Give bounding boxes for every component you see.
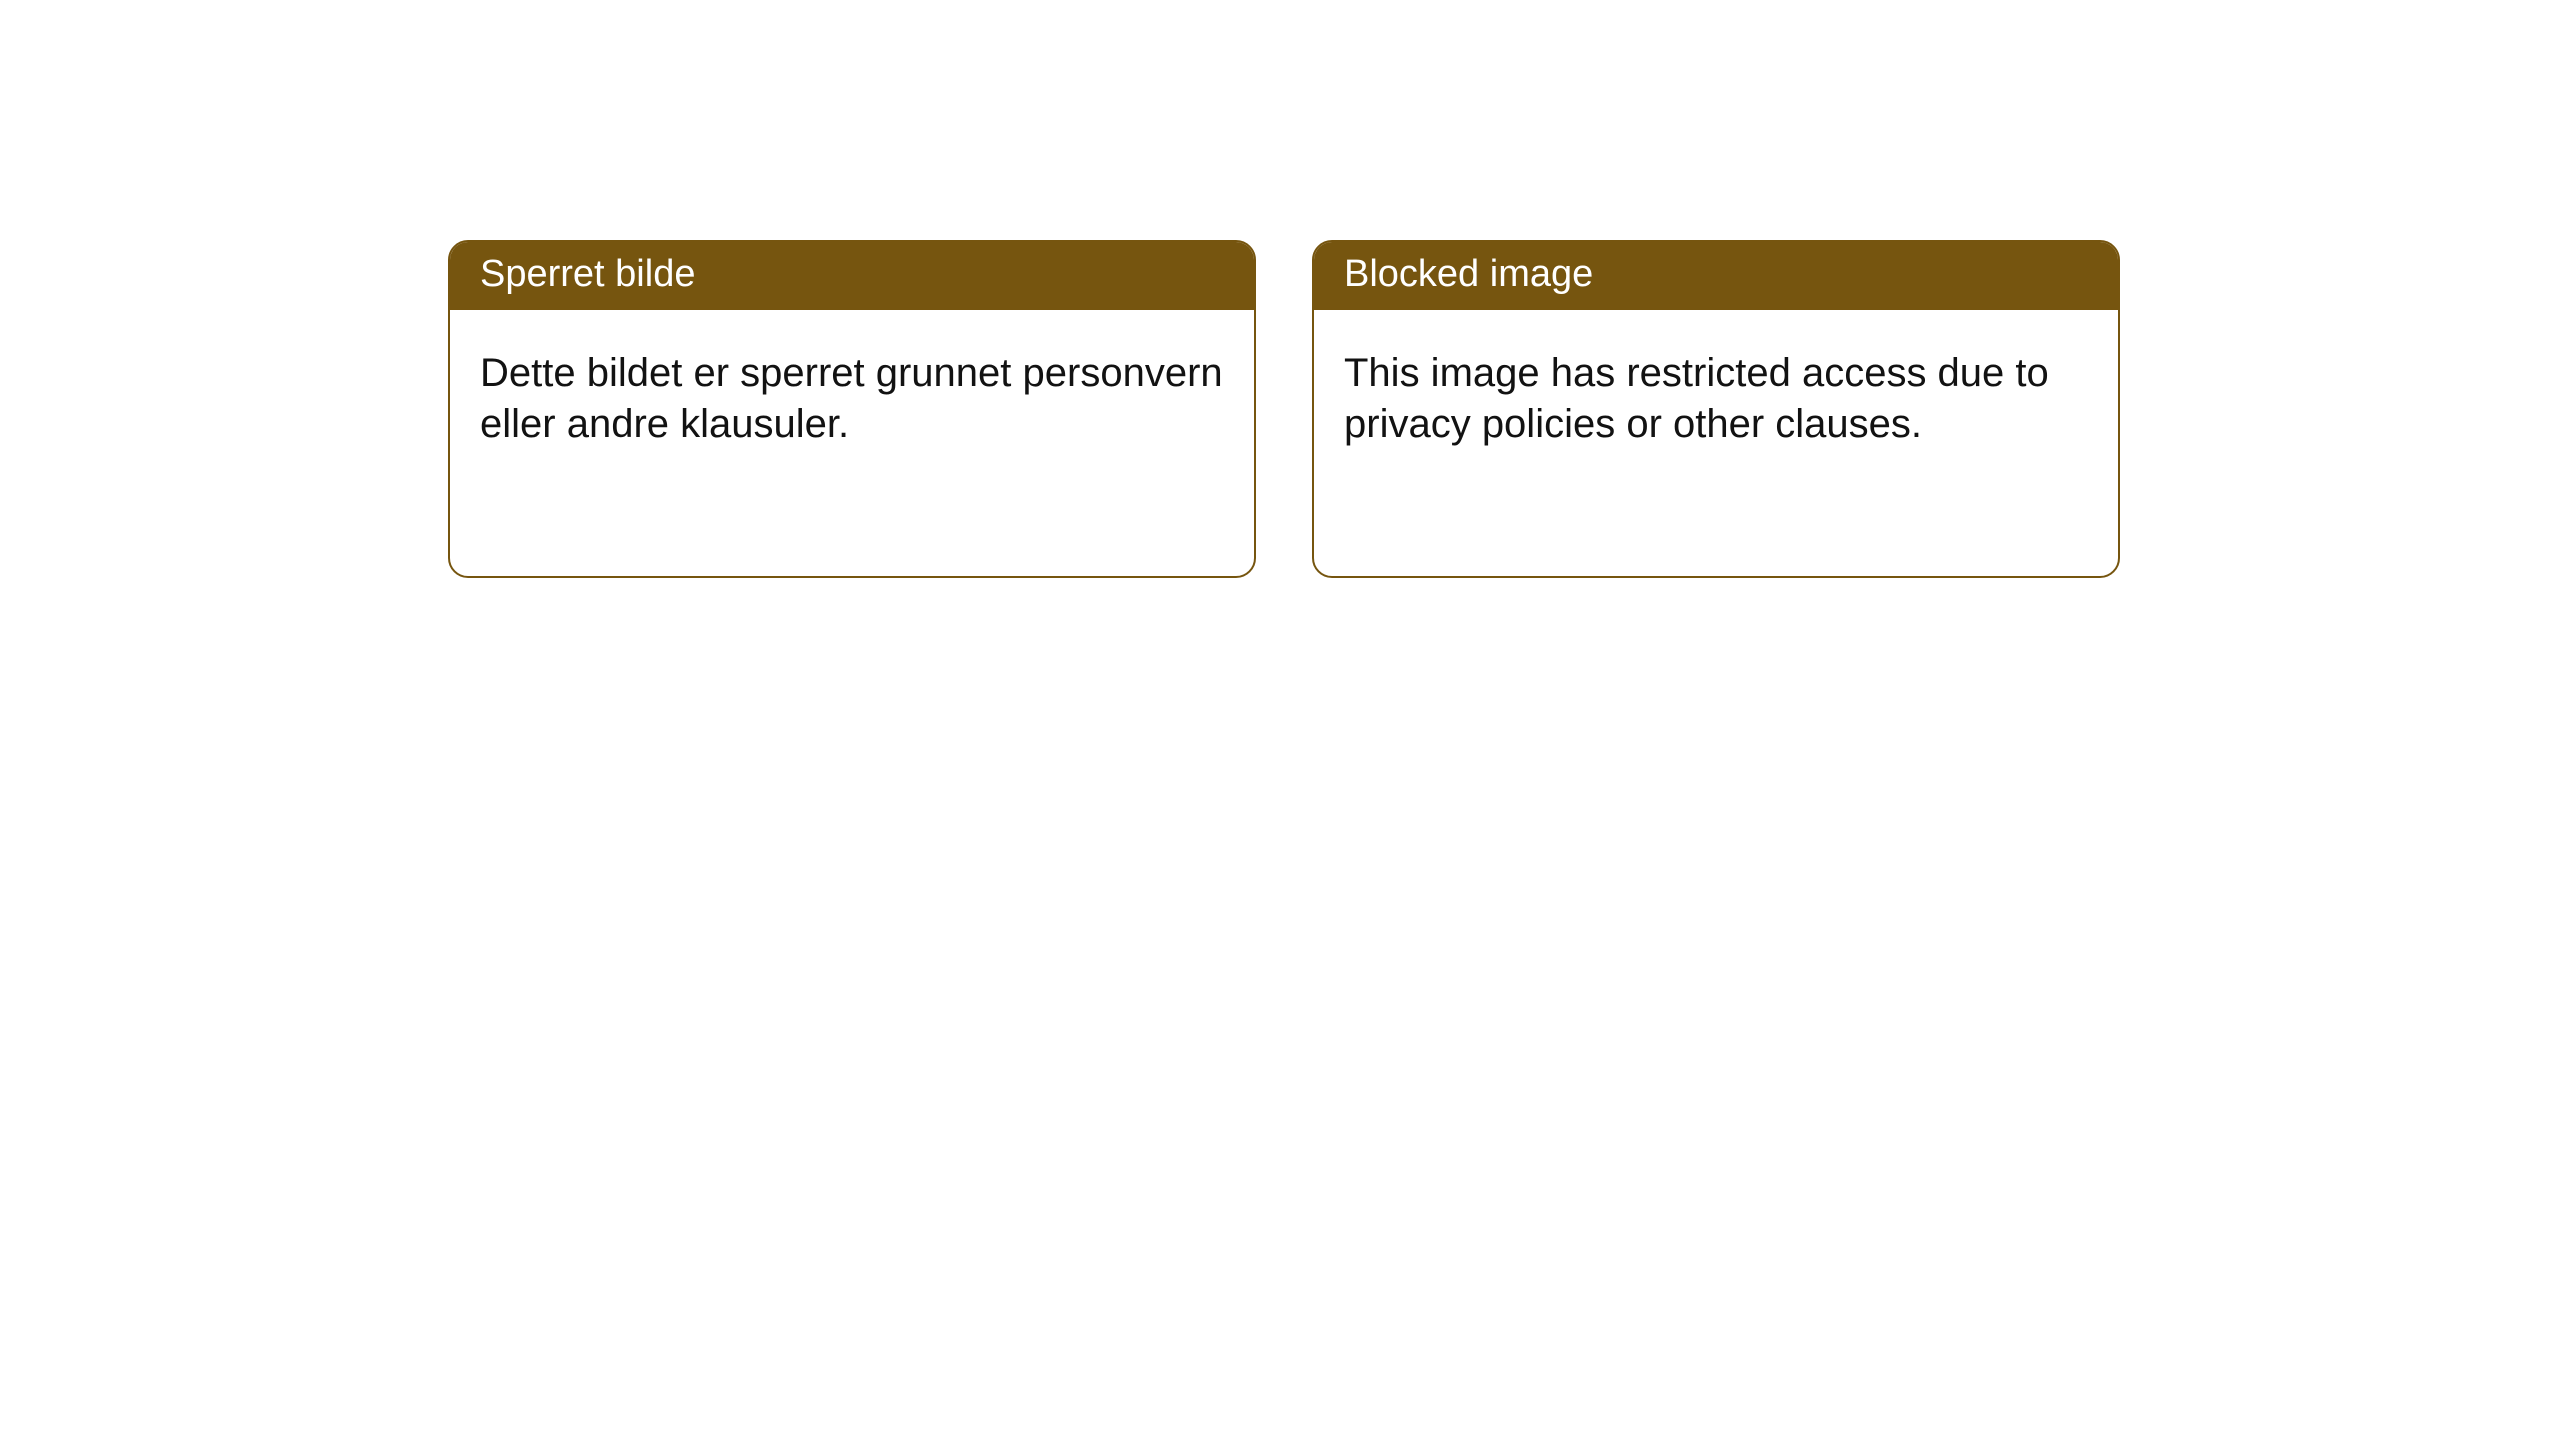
panel-body-en: This image has restricted access due to … (1314, 310, 2118, 480)
panel-title-en: Blocked image (1314, 242, 2118, 310)
notice-container: Sperret bilde Dette bildet er sperret gr… (0, 0, 2560, 578)
panel-title-no: Sperret bilde (450, 242, 1254, 310)
panel-body-no: Dette bildet er sperret grunnet personve… (450, 310, 1254, 480)
blocked-image-panel-no: Sperret bilde Dette bildet er sperret gr… (448, 240, 1256, 578)
blocked-image-panel-en: Blocked image This image has restricted … (1312, 240, 2120, 578)
